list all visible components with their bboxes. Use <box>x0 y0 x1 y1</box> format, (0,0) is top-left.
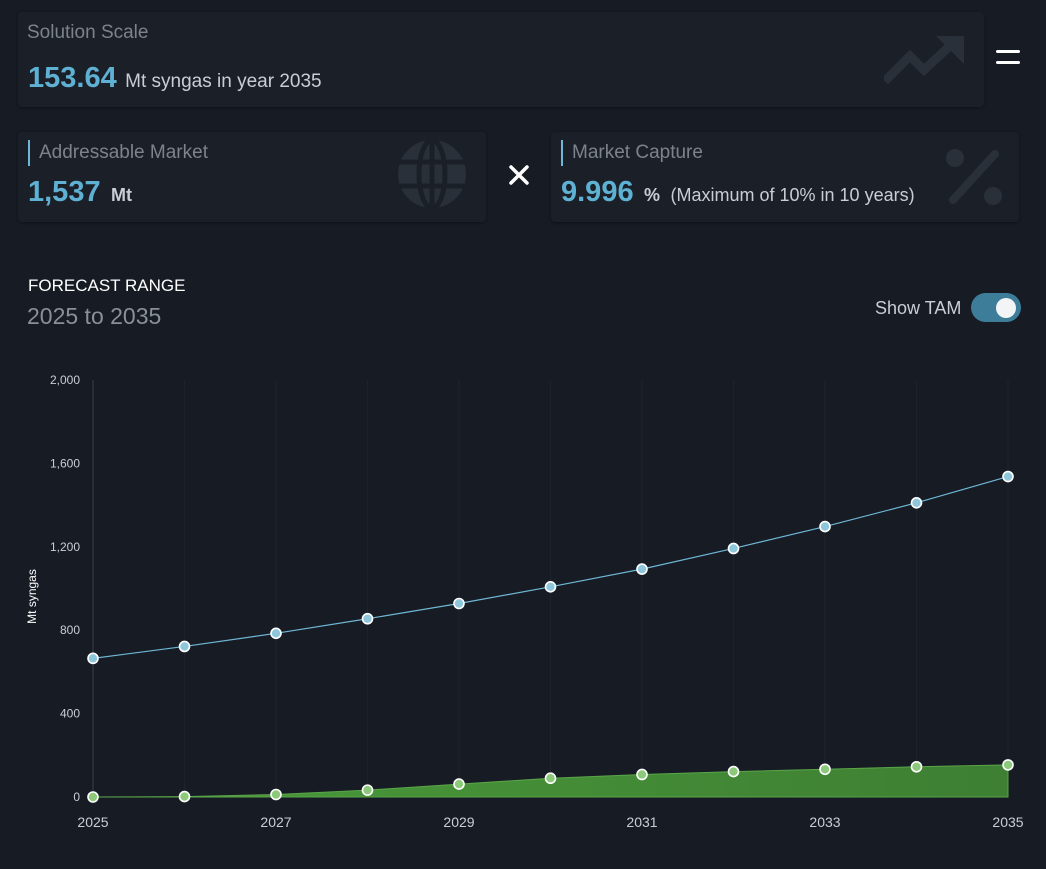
solution-scale-value: 153.64 <box>28 62 117 94</box>
forecast-range-label: FORECAST RANGE <box>28 276 186 295</box>
tam-point <box>270 627 282 640</box>
menu-icon <box>996 50 1020 53</box>
solution-point <box>819 763 831 776</box>
solution-scale-card: Solution Scale 153.64 Mt syngas in year … <box>18 12 984 107</box>
tam-point <box>727 542 740 555</box>
markers <box>87 470 1014 803</box>
forecast-range-value[interactable]: 2025 to 2035 <box>27 303 162 329</box>
tam-point <box>910 497 923 509</box>
tam-point <box>453 597 465 610</box>
show-tam-label: Show TAM <box>875 298 962 318</box>
show-tam-toggle[interactable] <box>971 293 1021 322</box>
multiply-icon <box>509 165 529 185</box>
tam-point <box>361 612 374 625</box>
menu-button[interactable] <box>996 49 1022 71</box>
addressable-market-title: Addressable Market <box>39 142 208 163</box>
x-tick-label: 2025 <box>77 814 108 830</box>
solution-point <box>453 778 465 790</box>
globe-icon <box>398 138 466 210</box>
market-capture-note: (Maximum of 10% in 10 years) <box>670 185 915 205</box>
y-tick-label: 2,000 <box>50 373 80 387</box>
solution-point <box>178 790 191 803</box>
y-axis-title: Mt syngas <box>25 569 39 624</box>
market-capture-title: Market Capture <box>572 142 703 163</box>
solution-point <box>636 768 648 781</box>
market-capture-unit: % <box>644 185 661 205</box>
y-tick-label: 1,200 <box>50 540 80 554</box>
trending-up-icon <box>884 35 964 84</box>
solution-point <box>727 765 740 778</box>
y-tick-label: 800 <box>60 623 80 637</box>
tam-point <box>544 581 557 593</box>
solution-scale-description: Mt syngas in year 2035 <box>125 71 322 92</box>
tam-point <box>178 640 191 653</box>
accent-bar <box>28 140 30 166</box>
y-tick-label: 400 <box>60 707 80 721</box>
x-tick-label: 2031 <box>626 814 657 830</box>
y-tick-label: 1,600 <box>50 456 80 470</box>
solution-point <box>1002 759 1014 771</box>
tam-point <box>636 563 648 575</box>
toggle-knob <box>996 297 1016 318</box>
x-tick-label: 2029 <box>443 814 474 830</box>
x-tick-label: 2027 <box>260 814 291 830</box>
tick-labels: 0 400 800 1,200 1,600 2,000 2025 2027 2029 2031 20… <box>25 373 1024 830</box>
solution-point <box>361 784 374 796</box>
menu-icon-bar <box>996 61 1020 64</box>
x-tick-label: 2035 <box>992 814 1023 830</box>
x-tick-label: 2033 <box>809 814 840 830</box>
solution-point <box>270 788 282 801</box>
addressable-market-value: 1,537 <box>28 176 101 208</box>
tam-point <box>87 652 99 665</box>
solution-scale-title: Solution Scale <box>27 22 149 43</box>
addressable-market-unit: Mt <box>111 185 133 205</box>
addressable-market-card: Addressable Market 1,537 Mt <box>18 132 486 222</box>
solution-point <box>87 791 99 803</box>
market-capture-card: Market Capture 9.996 % (Maximum of 10% i… <box>551 132 1019 222</box>
solution-point <box>910 760 923 773</box>
market-capture-value: 9.996 <box>561 176 634 208</box>
solution-point <box>544 772 557 785</box>
tam-point <box>1002 470 1014 483</box>
y-tick-label: 0 <box>73 790 80 804</box>
percent-icon <box>946 149 1002 205</box>
accent-bar <box>561 140 563 166</box>
tam-point <box>819 520 831 533</box>
forecast-chart: 0 400 800 1,200 1,600 2,000 2025 2027 2029 2031 20… <box>25 373 1024 830</box>
